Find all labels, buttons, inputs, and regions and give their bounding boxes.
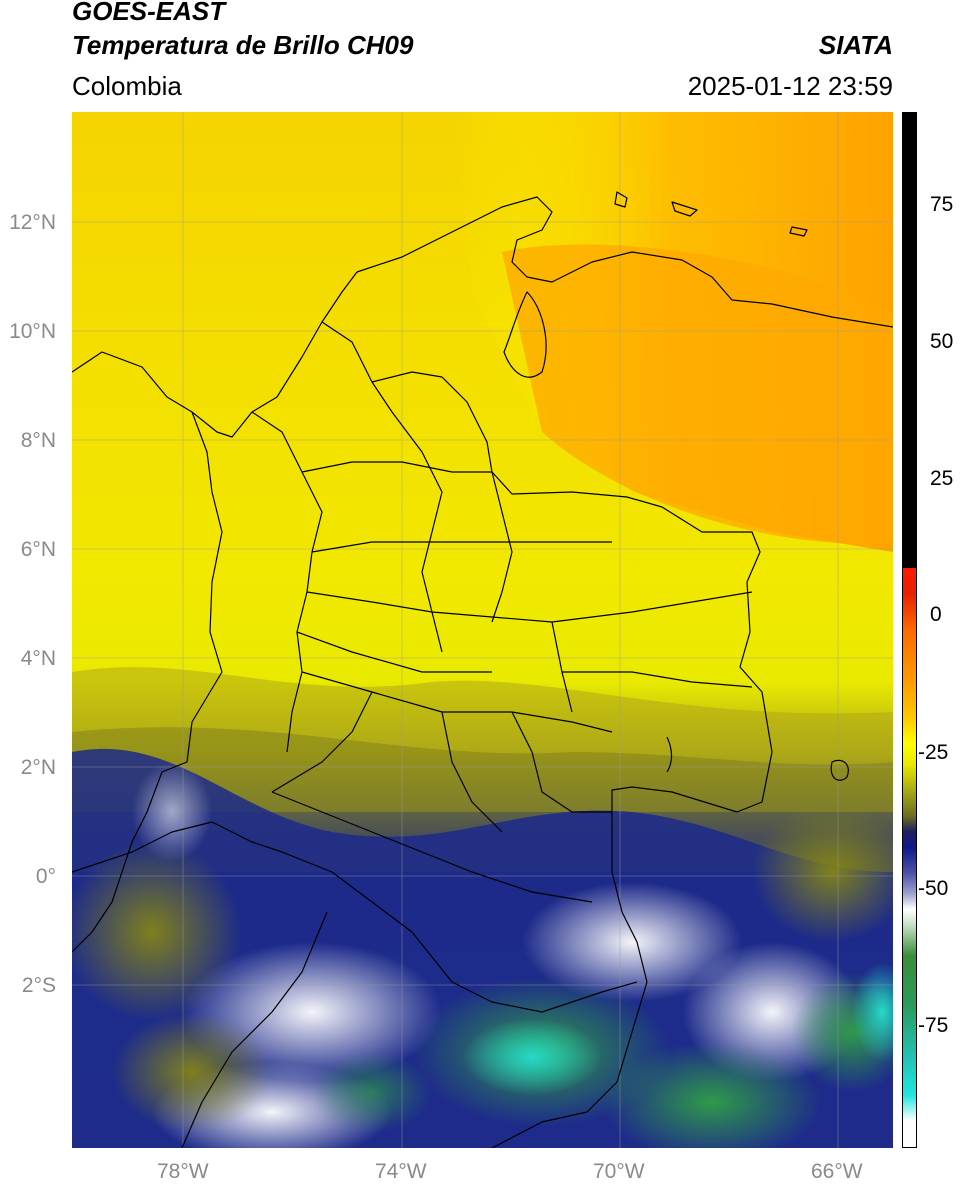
product-title: Temperatura de Brillo CH09 <box>72 30 414 60</box>
lat-label-2n: 2°N <box>20 756 56 779</box>
temperature-colorbar <box>902 112 917 1148</box>
colorbar-tick-minus-25: -25 <box>918 741 949 764</box>
colorbar-tick-minus-50: -50 <box>918 877 949 900</box>
lat-label-10n: 10°N <box>9 320 56 343</box>
lat-label-8n: 8°N <box>20 429 56 452</box>
lon-label-78w: 78°W <box>157 1160 209 1183</box>
lat-label-2s: 2°S <box>21 974 56 997</box>
colorbar-tick-minus-75: -75 <box>918 1014 949 1037</box>
lat-label-0: 0° <box>35 865 56 888</box>
colorbar-tick-25: 25 <box>930 467 954 490</box>
lon-label-74w: 74°W <box>375 1160 427 1183</box>
agency-label: SIATA <box>818 30 893 60</box>
lon-label-70w: 70°W <box>593 1160 645 1183</box>
colorbar-tick-75: 75 <box>930 193 954 216</box>
lat-label-12n: 12°N <box>9 211 56 234</box>
region-label: Colombia <box>72 71 182 101</box>
datetime-label: 2025-01-12 23:59 <box>687 71 893 101</box>
brightness-temperature-map <box>72 112 893 1148</box>
colorbar-tick-0: 0 <box>930 603 942 626</box>
satellite-title: GOES-EAST <box>72 0 226 26</box>
colorbar-tick-50: 50 <box>930 330 954 353</box>
lon-label-66w: 66°W <box>811 1160 863 1183</box>
lat-label-6n: 6°N <box>20 538 56 561</box>
lat-label-4n: 4°N <box>20 647 56 670</box>
